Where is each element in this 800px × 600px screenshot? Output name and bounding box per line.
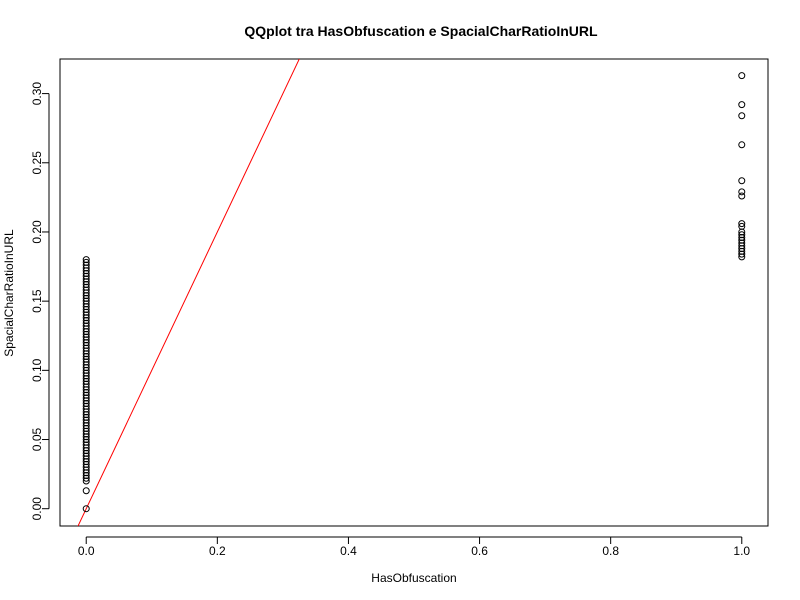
y-axis: 0.00 0.05 0.10 0.15 0.20 0.25 0.30	[30, 82, 50, 521]
data-point	[738, 101, 746, 109]
y-tick-label: 0.25	[30, 151, 44, 175]
y-tick-label: 0.05	[30, 428, 44, 452]
data-point	[738, 112, 746, 120]
y-tick-label: 0.15	[30, 289, 44, 313]
data-point	[738, 220, 746, 228]
data-point	[738, 72, 746, 80]
y-tick-label: 0.30	[30, 82, 44, 106]
x-tick-label: 0.0	[78, 544, 95, 558]
data-point	[738, 141, 746, 149]
chart-title: QQplot tra HasObfuscation e SpacialCharR…	[244, 23, 598, 39]
data-point	[82, 256, 90, 264]
data-point	[738, 192, 746, 200]
data-point	[738, 177, 746, 185]
x-tick-label: 0.4	[340, 544, 357, 558]
y-tick-label: 0.10	[30, 358, 44, 382]
data-point	[82, 505, 90, 513]
data-point	[82, 487, 90, 495]
data-point	[82, 258, 90, 266]
y-axis-label: SpacialCharRatioInURL	[2, 229, 16, 357]
y-tick-label: 0.00	[30, 497, 44, 521]
y-tick-label: 0.20	[30, 220, 44, 244]
x-tick-label: 0.2	[209, 544, 226, 558]
x-axis: 0.0 0.2 0.4 0.6 0.8 1.0	[78, 536, 750, 558]
data-point	[738, 250, 746, 258]
data-point	[738, 188, 746, 196]
plot-frame	[59, 58, 769, 527]
x-tick-label: 0.8	[602, 544, 619, 558]
reference-line	[77, 59, 300, 526]
x-tick-label: 1.0	[733, 544, 750, 558]
x-axis-label: HasObfuscation	[371, 571, 456, 585]
plot-area	[77, 59, 746, 526]
data-point	[738, 253, 746, 261]
x-tick-label: 0.6	[471, 544, 488, 558]
